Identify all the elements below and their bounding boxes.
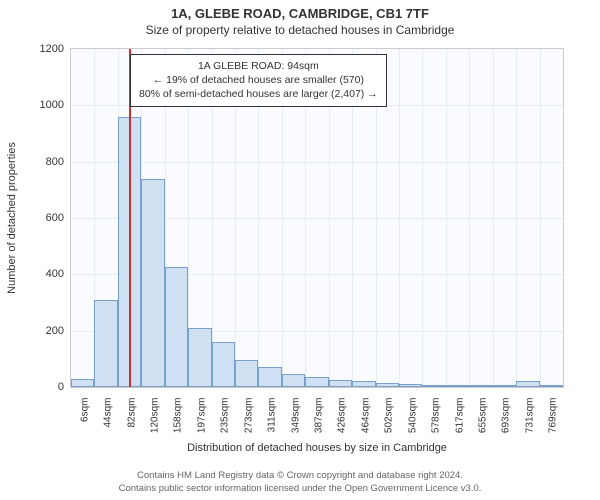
histogram-bar — [212, 342, 235, 387]
histogram-bar — [258, 367, 281, 387]
x-tick-label: 273sqm — [243, 398, 254, 448]
y-tick-label: 400 — [24, 268, 64, 280]
x-tick-label: 158sqm — [173, 398, 184, 448]
gridline-v — [422, 49, 423, 387]
y-tick-label: 200 — [24, 325, 64, 337]
histogram-bar — [469, 385, 492, 387]
x-tick-label: 44sqm — [103, 398, 114, 448]
x-tick-label: 464sqm — [360, 398, 371, 448]
histogram-bar — [71, 379, 94, 387]
x-tick-label: 693sqm — [501, 398, 512, 448]
gridline-v — [540, 49, 541, 387]
x-tick-label: 578sqm — [431, 398, 442, 448]
x-tick-label: 349sqm — [290, 398, 301, 448]
chart-container: 1A, GLEBE ROAD, CAMBRIDGE, CB1 7TF Size … — [0, 0, 600, 500]
x-tick-label: 82sqm — [126, 398, 137, 448]
footer-line-2: Contains public sector information licen… — [0, 483, 600, 496]
gridline-h — [71, 162, 563, 163]
plot-wrap: 1A GLEBE ROAD: 94sqm← 19% of detached ho… — [70, 48, 564, 388]
y-tick-label: 600 — [24, 212, 64, 224]
annotation-line: ← 19% of detached houses are smaller (57… — [139, 73, 378, 87]
page-subtitle: Size of property relative to detached ho… — [0, 21, 600, 37]
histogram-bar — [493, 385, 516, 387]
footer-line-1: Contains HM Land Registry data © Crown c… — [0, 470, 600, 483]
histogram-bar — [352, 381, 375, 387]
histogram-bar — [329, 380, 352, 387]
y-tick-label: 0 — [24, 381, 64, 393]
histogram-bar — [94, 300, 117, 387]
x-tick-label: 502sqm — [384, 398, 395, 448]
gridline-v — [469, 49, 470, 387]
x-tick-label: 311sqm — [267, 398, 278, 448]
x-tick-label: 197sqm — [196, 398, 207, 448]
annotation-line: 1A GLEBE ROAD: 94sqm — [139, 59, 378, 73]
histogram-bar — [516, 381, 539, 387]
histogram-bar — [446, 385, 469, 387]
gridline-v — [446, 49, 447, 387]
histogram-bar — [188, 328, 211, 387]
histogram-bar — [422, 385, 445, 387]
gridline-v — [516, 49, 517, 387]
x-tick-label: 426sqm — [337, 398, 348, 448]
x-tick-label: 655sqm — [478, 398, 489, 448]
x-tick-label: 731sqm — [524, 398, 535, 448]
y-tick-label: 1200 — [24, 43, 64, 55]
histogram-bar — [165, 267, 188, 387]
histogram-bar — [282, 374, 305, 387]
x-tick-label: 235sqm — [220, 398, 231, 448]
histogram-bar — [540, 385, 563, 387]
page-title: 1A, GLEBE ROAD, CAMBRIDGE, CB1 7TF — [0, 0, 600, 21]
gridline-v — [493, 49, 494, 387]
y-tick-label: 1000 — [24, 99, 64, 111]
x-tick-label: 540sqm — [407, 398, 418, 448]
footer: Contains HM Land Registry data © Crown c… — [0, 470, 600, 496]
y-tick-label: 800 — [24, 156, 64, 168]
y-axis-label: Number of detached properties — [6, 48, 24, 388]
annotation-box: 1A GLEBE ROAD: 94sqm← 19% of detached ho… — [130, 54, 387, 107]
x-tick-label: 617sqm — [454, 398, 465, 448]
x-tick-label: 6sqm — [79, 398, 90, 448]
x-tick-label: 387sqm — [314, 398, 325, 448]
annotation-line: 80% of semi-detached houses are larger (… — [139, 87, 378, 101]
histogram-bar — [399, 384, 422, 387]
histogram-bar — [376, 383, 399, 387]
histogram-bar — [235, 360, 258, 387]
x-tick-label: 120sqm — [150, 398, 161, 448]
x-axis-label: Distribution of detached houses by size … — [70, 442, 564, 454]
histogram-bar — [141, 179, 164, 387]
x-tick-label: 769sqm — [548, 398, 559, 448]
gridline-v — [399, 49, 400, 387]
histogram-bar — [305, 377, 328, 387]
